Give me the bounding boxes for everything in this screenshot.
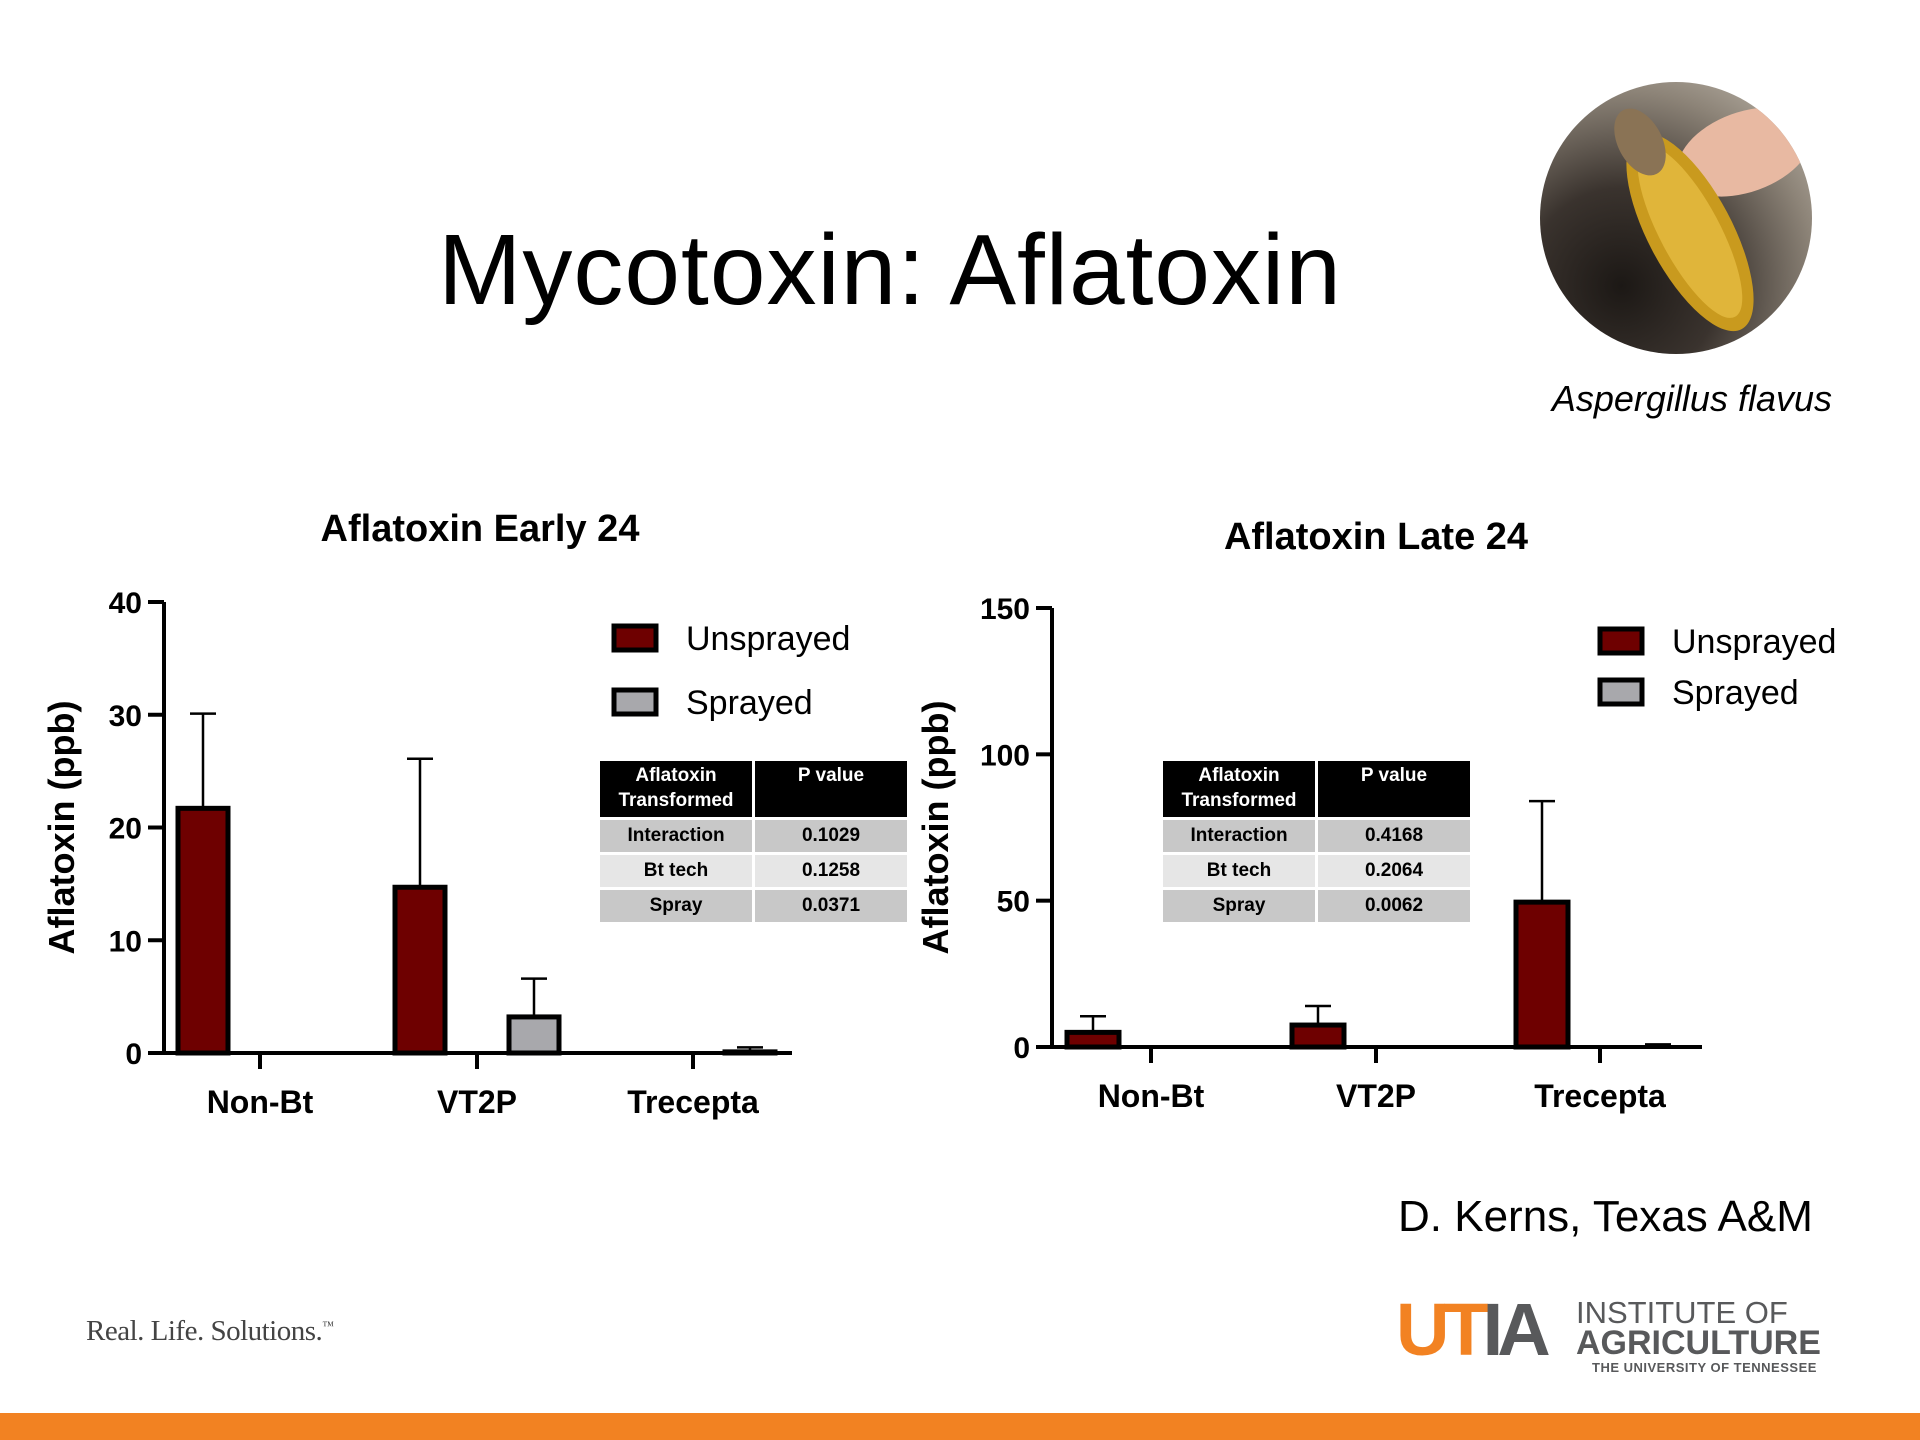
tagline-text: Real. Life. Solutions. (86, 1315, 323, 1347)
early-y-tick-label-4: 40 (109, 587, 142, 620)
early-bar-sprayed-1 (506, 1014, 562, 1056)
early-legend-swatch-0 (611, 623, 659, 653)
logo-line-institute: INSTITUTE OF (1576, 1295, 1788, 1330)
stats-header-row: Aflatoxin Transformed P value (1163, 761, 1470, 817)
stats-cell: Interaction (600, 820, 752, 852)
late-x-tick-label-0: Non-Bt (1098, 1078, 1205, 1114)
stats-cell: Bt tech (1163, 855, 1315, 887)
corn-kernels-shape (1637, 146, 1743, 318)
early-x-tick-label-0: Non-Bt (207, 1084, 314, 1120)
utia-logo-mark: UTIA (1396, 1293, 1551, 1367)
stats-cell: Interaction (1163, 820, 1315, 852)
late-y-axis-label: Aflatoxin (ppb) (915, 701, 956, 955)
photo-caption: Aspergillus flavus (1551, 378, 1832, 419)
mold-patch-shape (1614, 108, 1666, 176)
stats-header-row: Aflatoxin Transformed P value (600, 761, 907, 817)
stats-table-early: Aflatoxin Transformed P value Interaction 0… (597, 758, 910, 925)
late-bar-unsprayed-1 (1289, 1022, 1347, 1050)
early-y-axis-label: Aflatoxin (ppb) (41, 701, 82, 955)
stats-table-late: Aflatoxin Transformed P value Interaction 0… (1160, 758, 1473, 925)
stats-cell: 0.1258 (755, 855, 907, 887)
stats-header-cell: Aflatoxin Transformed (1163, 761, 1315, 817)
early-y-tick-label-2: 20 (109, 813, 142, 846)
stats-cell: Bt tech (600, 855, 752, 887)
footer-accent-bar (0, 1413, 1920, 1440)
late-bar-unsprayed-2 (1513, 899, 1571, 1050)
early-bar-sprayed-2 (722, 1049, 778, 1056)
late-y-tick-label-3: 150 (980, 593, 1030, 626)
late-y-tick-label-2: 100 (980, 739, 1030, 772)
early-legend-swatch-1 (611, 687, 659, 717)
logo-line-agriculture: AGRICULTURE (1576, 1324, 1821, 1362)
stats-cell: 0.0371 (755, 890, 907, 922)
stats-cell: 0.0062 (1318, 890, 1470, 922)
late-x-tick-label-1: VT2P (1336, 1078, 1416, 1114)
early-legend-label-1: Sprayed (686, 684, 813, 722)
late-legend-label-1: Sprayed (1672, 674, 1799, 712)
tagline-tm: ™ (322, 1318, 334, 1333)
credit-text: D. Kerns, Texas A&M (1398, 1192, 1813, 1241)
slide-title: Mycotoxin: Aflatoxin (438, 214, 1342, 326)
logo-line-university: THE UNIVERSITY OF TENNESSEE (1592, 1360, 1817, 1375)
stats-cell: Spray (1163, 890, 1315, 922)
early-bar-unsprayed-0 (175, 805, 231, 1056)
stats-cell: 0.4168 (1318, 820, 1470, 852)
stats-header-cell: P value (755, 761, 907, 817)
stats-cell: 0.2064 (1318, 855, 1470, 887)
logo-mark-ia: IA (1482, 1288, 1551, 1371)
late-legend-swatch-0 (1597, 626, 1645, 656)
chart-late-title: Aflatoxin Late 24 (1223, 516, 1529, 558)
stats-row: Interaction 0.4168 (1163, 820, 1470, 852)
corn-ear-image (1614, 107, 1812, 332)
stats-row: Spray 0.0062 (1163, 890, 1470, 922)
stats-cell: Spray (600, 890, 752, 922)
tagline: Real. Life. Solutions.™ (86, 1315, 334, 1348)
stats-cell: 0.1029 (755, 820, 907, 852)
stats-header-cell: Aflatoxin Transformed (600, 761, 752, 817)
hand-shape (1677, 107, 1812, 197)
stats-row: Bt tech 0.1258 (600, 855, 907, 887)
early-bar-unsprayed-1 (392, 884, 448, 1056)
stats-header-cell: P value (1318, 761, 1470, 817)
late-y-tick-label-0: 0 (1013, 1032, 1030, 1065)
corn-ear-photo (1540, 82, 1812, 354)
late-x-tick-label-2: Trecepta (1534, 1078, 1666, 1114)
early-x-tick-label-2: Trecepta (627, 1084, 759, 1120)
chart-early-title: Aflatoxin Early 24 (320, 508, 640, 550)
early-y-tick-label-3: 30 (109, 700, 142, 733)
stats-row: Bt tech 0.2064 (1163, 855, 1470, 887)
early-x-tick-label-1: VT2P (437, 1084, 517, 1120)
early-legend-label-0: Unsprayed (686, 620, 850, 658)
late-y-tick-label-1: 50 (997, 886, 1030, 919)
late-bar-unsprayed-0 (1064, 1029, 1122, 1050)
late-legend-swatch-1 (1597, 677, 1645, 707)
late-legend-label-0: Unsprayed (1672, 623, 1836, 661)
early-y-tick-label-1: 10 (109, 925, 142, 958)
stats-row: Interaction 0.1029 (600, 820, 907, 852)
logo-mark-ut: UT (1396, 1288, 1489, 1371)
early-y-tick-label-0: 0 (125, 1038, 142, 1071)
stats-row: Spray 0.0371 (600, 890, 907, 922)
